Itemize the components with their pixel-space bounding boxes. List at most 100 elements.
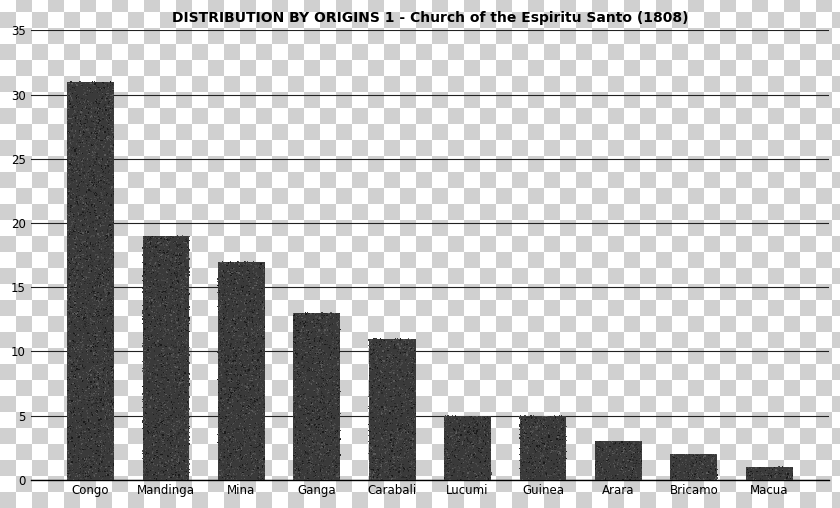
Point [91, 302, 104, 310]
Point [151, 464, 165, 472]
Point [139, 396, 152, 404]
Point [102, 245, 115, 253]
Point [78, 279, 92, 288]
Point [105, 110, 118, 118]
Point [291, 416, 304, 424]
Point [480, 455, 494, 463]
Point [162, 249, 176, 258]
Point [296, 368, 309, 376]
Point [363, 377, 376, 385]
Point [628, 441, 642, 449]
Point [71, 307, 85, 315]
Point [163, 432, 176, 440]
Point [319, 403, 333, 411]
Point [323, 405, 337, 414]
Point [76, 104, 90, 112]
Point [213, 418, 226, 426]
Point [381, 354, 394, 362]
Point [529, 414, 543, 422]
Point [153, 256, 166, 264]
Point [310, 429, 323, 437]
Point [330, 472, 344, 481]
Point [70, 199, 83, 207]
Point [398, 344, 412, 353]
Point [234, 314, 248, 323]
Point [70, 104, 83, 112]
Point [81, 262, 95, 270]
Point [524, 474, 538, 482]
Point [311, 441, 324, 449]
Point [78, 103, 92, 111]
Point [396, 420, 409, 428]
Point [181, 400, 195, 408]
Point [66, 388, 79, 396]
Point [233, 334, 246, 342]
Point [76, 229, 90, 237]
Point [79, 463, 92, 471]
Point [448, 435, 461, 443]
Point [464, 438, 477, 447]
Point [149, 414, 162, 422]
Point [74, 237, 87, 245]
Point [102, 231, 115, 239]
Point [444, 460, 458, 468]
Point [373, 353, 386, 361]
Point [63, 310, 76, 318]
Point [82, 167, 96, 175]
Point [328, 424, 341, 432]
Point [175, 341, 188, 349]
Point [241, 429, 255, 437]
Point [392, 425, 406, 433]
Point [92, 362, 105, 370]
Point [365, 450, 378, 458]
Point [380, 440, 393, 448]
Point [289, 366, 302, 374]
Point [61, 312, 75, 320]
Point [92, 406, 105, 414]
Point [315, 366, 328, 374]
Point [678, 460, 691, 468]
Point [164, 341, 177, 349]
Point [65, 299, 78, 307]
Point [379, 386, 392, 394]
Point [632, 458, 645, 466]
Point [68, 160, 81, 168]
Point [145, 328, 159, 336]
Point [150, 460, 164, 468]
Point [88, 293, 102, 301]
Point [367, 400, 381, 408]
Point [92, 416, 106, 424]
Point [150, 272, 164, 280]
Point [66, 153, 80, 161]
Point [66, 231, 79, 239]
Point [171, 304, 185, 312]
Point [97, 426, 111, 434]
Point [144, 394, 158, 402]
Point [106, 91, 119, 99]
Point [80, 183, 93, 191]
Point [139, 468, 153, 476]
Point [145, 263, 159, 271]
Point [384, 379, 397, 388]
Point [325, 470, 339, 478]
Point [76, 210, 89, 218]
Point [287, 422, 301, 430]
Point [242, 403, 255, 411]
Point [374, 430, 387, 438]
Point [83, 87, 97, 96]
Point [142, 296, 155, 304]
Point [152, 382, 165, 390]
Point [243, 468, 256, 476]
Point [81, 293, 95, 301]
Point [150, 286, 164, 294]
Point [66, 426, 80, 434]
Point [96, 472, 109, 480]
Point [97, 397, 111, 405]
Point [63, 214, 76, 222]
Point [81, 460, 95, 468]
Point [89, 304, 102, 312]
Point [82, 414, 96, 422]
Point [303, 421, 317, 429]
Point [71, 326, 84, 334]
Point [300, 448, 313, 456]
